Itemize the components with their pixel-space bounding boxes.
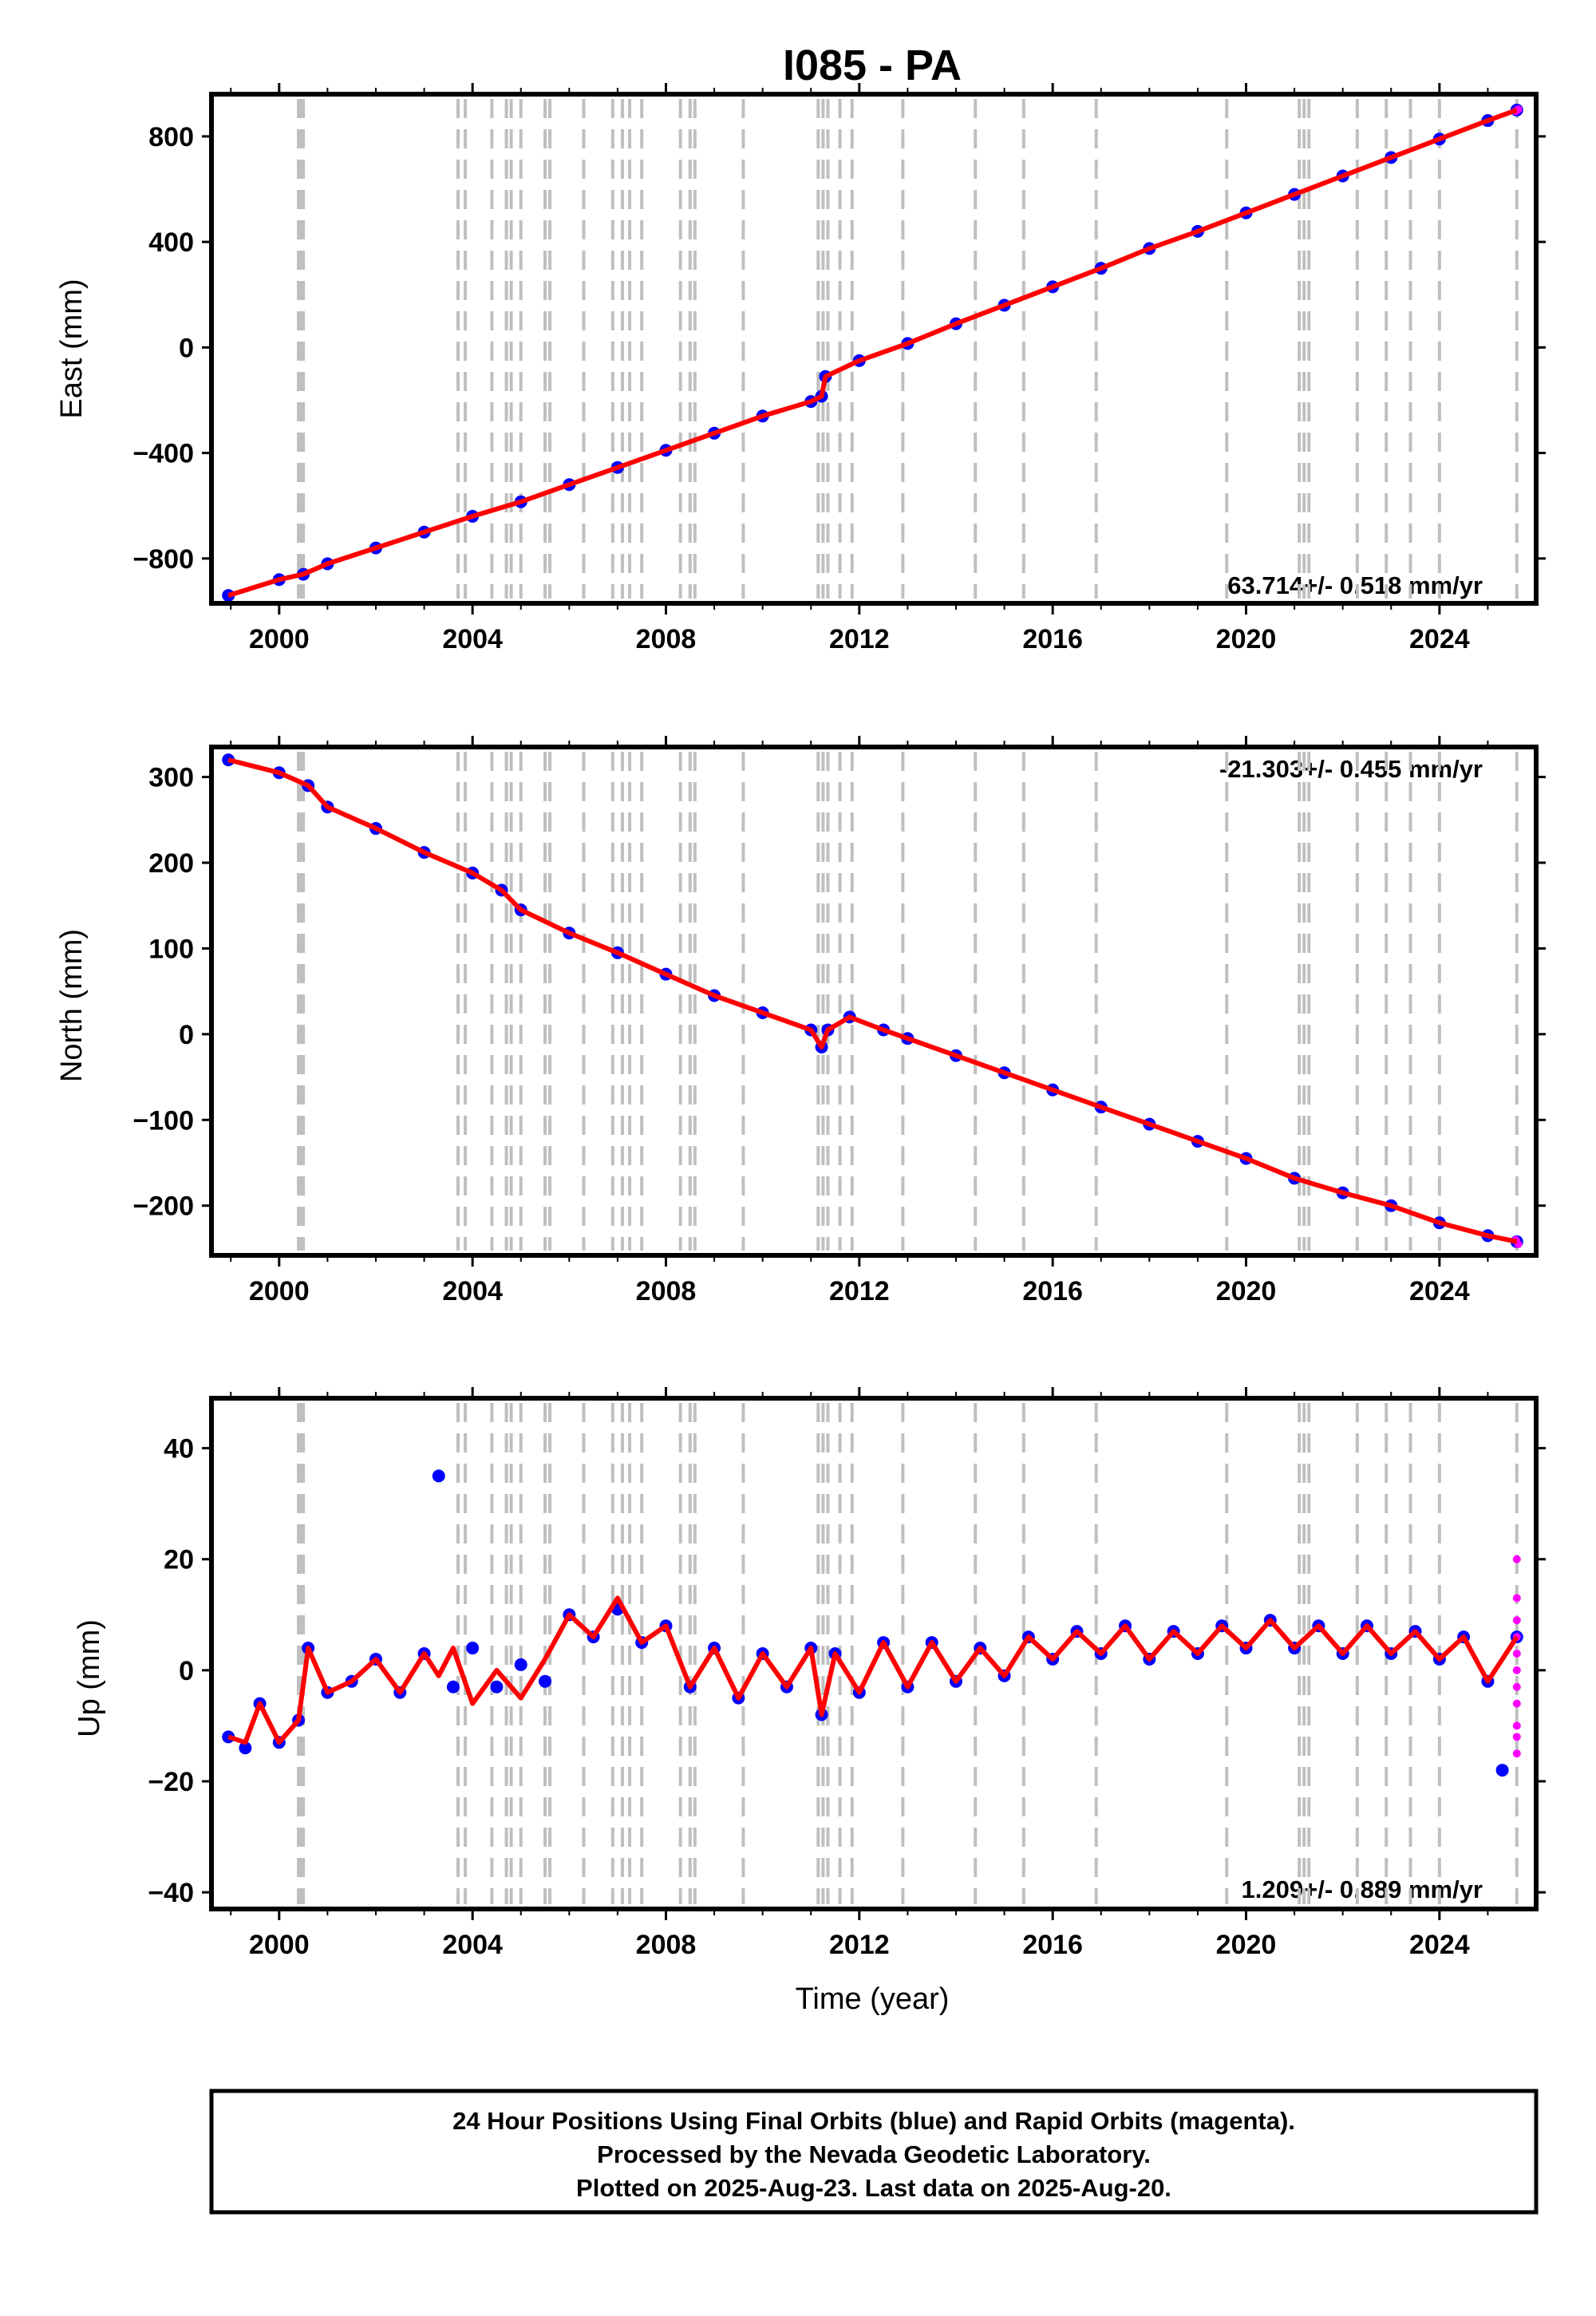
east-x-tick-label: 2024 bbox=[1409, 624, 1470, 654]
north-y-tick-label: 300 bbox=[148, 763, 194, 793]
up-x-tick-label: 2016 bbox=[1022, 1930, 1083, 1960]
north-plot-frame bbox=[209, 745, 1539, 1258]
east-y-tick-label: 400 bbox=[148, 227, 194, 258]
chart-title: I085 - PA bbox=[783, 41, 962, 89]
up-final-orbit-point bbox=[432, 1469, 445, 1483]
up-final-orbit-point bbox=[490, 1680, 504, 1694]
east-x-tick-label: 2016 bbox=[1022, 624, 1083, 654]
up-x-tick-label: 2012 bbox=[829, 1930, 890, 1960]
caption-line-3: Plotted on 2025-Aug-23. Last data on 202… bbox=[576, 2174, 1171, 2202]
east-rate-label: 63.714+/- 0.518 mm/yr bbox=[1227, 571, 1483, 599]
caption-line-2: Processed by the Nevada Geodetic Laborat… bbox=[597, 2140, 1151, 2168]
up-plot-frame bbox=[209, 1396, 1539, 1911]
east-x-tick-label: 2020 bbox=[1216, 624, 1277, 654]
up-rapid-orbit-point bbox=[1512, 1682, 1521, 1691]
up-rapid-orbit-point bbox=[1512, 1650, 1521, 1658]
x-axis-label: Time (year) bbox=[796, 1982, 950, 2016]
up-final-orbit-point bbox=[446, 1680, 460, 1694]
up-y-tick-label: 20 bbox=[164, 1545, 194, 1575]
up-x-tick-label: 2020 bbox=[1216, 1930, 1277, 1960]
north-y-tick-label: −100 bbox=[132, 1105, 194, 1136]
east-x-tick-label: 2000 bbox=[249, 624, 310, 654]
caption-frame bbox=[209, 2089, 1539, 2215]
east-plot-frame bbox=[209, 92, 1539, 606]
up-final-orbit-point bbox=[539, 1674, 552, 1688]
east-x-tick-label: 2008 bbox=[636, 624, 697, 654]
north-x-tick-label: 2000 bbox=[249, 1276, 310, 1306]
up-rapid-orbit-point bbox=[1512, 1616, 1521, 1625]
up-rate-label: 1.209+/- 0.889 mm/yr bbox=[1242, 1875, 1483, 1903]
north-rate-label: -21.303+/- 0.455 mm/yr bbox=[1219, 755, 1483, 783]
caption-box: 24 Hour Positions Using Final Orbits (bl… bbox=[209, 2089, 1539, 2215]
east-y-axis-label: East (mm) bbox=[55, 279, 89, 418]
up-rapid-orbit-point bbox=[1512, 1699, 1521, 1708]
east-x-tick-label: 2004 bbox=[442, 624, 503, 654]
up-final-orbit-point bbox=[466, 1642, 480, 1655]
north-panel: North (mm) -21.303+/- 0.455 mm/yr 300 200… bbox=[55, 736, 1546, 1306]
east-panel: East (mm) 63.714+/- 0.518 mm/yr 800 400 0 −… bbox=[55, 83, 1546, 654]
up-model-line bbox=[227, 1595, 1519, 1745]
up-x-tick-label: 2000 bbox=[249, 1930, 310, 1960]
north-y-tick-label: −200 bbox=[132, 1192, 194, 1222]
up-rapid-orbit-point bbox=[1512, 1594, 1521, 1603]
north-x-tick-label: 2024 bbox=[1409, 1276, 1470, 1306]
north-y-tick-label: 200 bbox=[148, 848, 194, 879]
up-y-tick-label: −20 bbox=[148, 1767, 194, 1797]
up-panel: Up (mm) 1.209+/- 0.889 mm/yr 40 20 0 −20 −40… bbox=[73, 1387, 1546, 1960]
north-y-tick-label: 0 bbox=[179, 1020, 194, 1050]
up-rapid-orbit-point bbox=[1512, 1721, 1521, 1730]
north-model-line bbox=[227, 757, 1518, 1244]
up-x-tick-label: 2008 bbox=[636, 1930, 697, 1960]
up-final-orbit-point bbox=[239, 1741, 252, 1755]
north-x-tick-label: 2004 bbox=[442, 1276, 503, 1306]
up-rapid-orbit-point bbox=[1512, 1733, 1521, 1741]
up-y-tick-label: −40 bbox=[148, 1878, 194, 1908]
east-y-tick-label: −800 bbox=[132, 544, 194, 575]
north-x-tick-label: 2020 bbox=[1216, 1276, 1277, 1306]
up-y-tick-label: 0 bbox=[179, 1656, 194, 1686]
up-x-tick-label: 2004 bbox=[442, 1930, 503, 1960]
east-model-line bbox=[227, 107, 1518, 598]
up-y-axis-label: Up (mm) bbox=[73, 1619, 106, 1737]
north-x-tick-label: 2016 bbox=[1022, 1276, 1083, 1306]
east-y-tick-label: −400 bbox=[132, 439, 194, 469]
north-y-tick-label: 100 bbox=[148, 934, 194, 964]
north-x-tick-label: 2012 bbox=[829, 1276, 890, 1306]
north-y-axis-label: North (mm) bbox=[55, 929, 89, 1082]
caption-line-1: 24 Hour Positions Using Final Orbits (bl… bbox=[452, 2107, 1295, 2135]
east-y-tick-label: 0 bbox=[179, 333, 194, 363]
up-x-tick-label: 2024 bbox=[1409, 1930, 1470, 1960]
up-rapid-orbit-point bbox=[1512, 1666, 1521, 1674]
up-rapid-orbit-point bbox=[1512, 1555, 1521, 1563]
up-y-tick-label: 40 bbox=[164, 1434, 194, 1464]
east-x-tick-label: 2012 bbox=[829, 624, 890, 654]
up-final-orbit-point bbox=[1495, 1764, 1509, 1777]
up-rapid-orbit-point bbox=[1512, 1749, 1521, 1758]
east-y-tick-label: 800 bbox=[148, 122, 194, 152]
north-x-tick-label: 2008 bbox=[636, 1276, 697, 1306]
up-final-orbit-point bbox=[514, 1658, 527, 1671]
